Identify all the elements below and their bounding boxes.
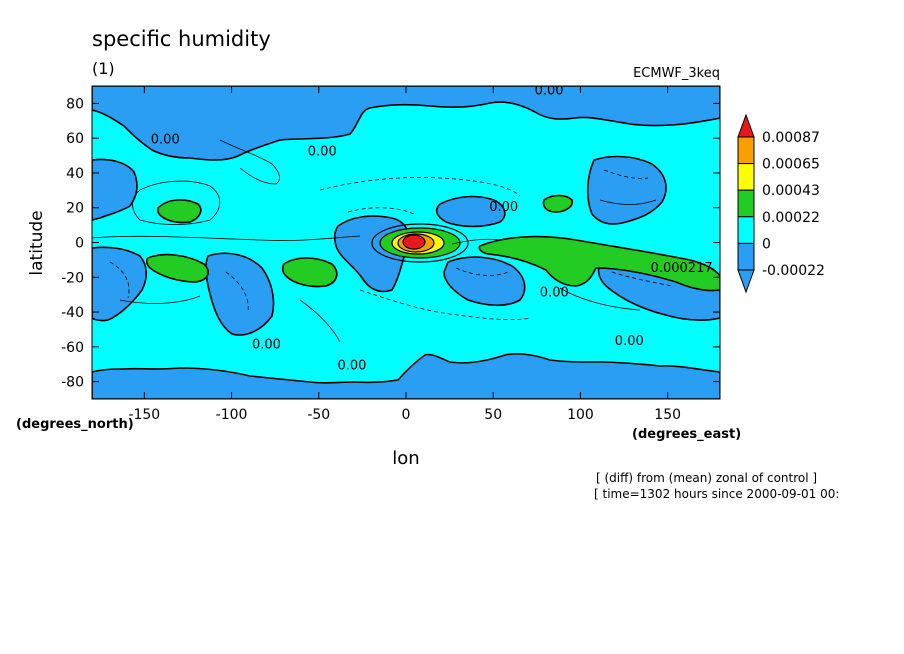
contour-line bbox=[119, 295, 201, 304]
colorbar-segment bbox=[737, 216, 755, 244]
y-axis: 80 60 40 20 0 -20 -40 -60 -80 bbox=[61, 96, 720, 391]
region-pacific-south bbox=[205, 252, 275, 336]
x-tick-label: -100 bbox=[216, 407, 248, 423]
plot-area: 0.00 0.00 0.00 0.00 0.00 0.00 0.00 0.00 0.000217 bbox=[92, 84, 720, 399]
negative-regions bbox=[92, 86, 720, 399]
y-tick-label: 0 bbox=[75, 236, 84, 252]
dashed-contours bbox=[109, 169, 673, 321]
contour-label: 0.00 bbox=[489, 200, 518, 215]
colorbar-label: -0.00022 bbox=[762, 263, 825, 279]
contour-dashed bbox=[109, 261, 130, 299]
region-green-pacific-band bbox=[478, 235, 720, 292]
y-tick-label: -60 bbox=[61, 340, 84, 356]
y-unit-label: (degrees_north) bbox=[16, 417, 134, 432]
contour-line bbox=[451, 238, 501, 245]
chart-subtitle: (1) bbox=[92, 59, 115, 78]
x-axis-title: lon bbox=[392, 448, 419, 469]
model-label: ECMWF_3keq bbox=[633, 66, 720, 81]
thin-contours bbox=[92, 139, 657, 343]
tropical-maximum bbox=[371, 223, 469, 263]
contour-line bbox=[219, 139, 280, 185]
contour-label: 0.00 bbox=[615, 334, 644, 349]
colorbar-label: 0.00087 bbox=[762, 130, 820, 146]
x-tick-label: 100 bbox=[567, 407, 594, 423]
contour-label: 0.00 bbox=[252, 338, 281, 353]
contour-dashed bbox=[359, 289, 531, 321]
contour-label: 0.00 bbox=[337, 358, 366, 373]
colorbar-label: 0.00022 bbox=[762, 210, 820, 226]
region-antarctic-band bbox=[92, 353, 720, 399]
x-tick-label: -150 bbox=[128, 407, 160, 423]
contour-dashed bbox=[319, 177, 521, 197]
contour-line bbox=[559, 287, 641, 311]
green-regions bbox=[145, 194, 720, 292]
contour-dashed bbox=[225, 271, 249, 313]
contour-label: 0.00 bbox=[535, 84, 564, 99]
contour-dashed bbox=[603, 169, 649, 179]
y-tick-label: -80 bbox=[61, 375, 84, 391]
colorbar-segment bbox=[737, 136, 755, 165]
x-unit-label: (degrees_east) bbox=[632, 427, 741, 442]
contour-line bbox=[132, 180, 221, 225]
colorbar-label: 0.00043 bbox=[762, 183, 820, 199]
colorbar-label: 0.00065 bbox=[762, 157, 820, 173]
y-tick-label: 60 bbox=[66, 131, 84, 147]
x-tick-label: 150 bbox=[654, 407, 681, 423]
contour-label: 0.00 bbox=[308, 145, 337, 160]
colorbar-segment bbox=[737, 242, 755, 271]
contour-labels: 0.00 0.00 0.00 0.00 0.00 0.00 0.00 0.00 0.000217 bbox=[151, 84, 713, 373]
y-tick-label: -20 bbox=[61, 270, 84, 286]
annotation-line-1: [ (diff) from (mean) zonal of control ] bbox=[596, 471, 817, 485]
max-level-4 bbox=[402, 234, 426, 250]
contour-label: 0.000217 bbox=[651, 261, 713, 276]
x-tick-label: 0 bbox=[402, 407, 411, 423]
contour-label: 0.00 bbox=[540, 285, 569, 300]
x-axis: -150 -100 -50 0 50 100 150 bbox=[128, 86, 681, 423]
y-tick-label: 80 bbox=[66, 96, 84, 112]
y-tick-label: 40 bbox=[66, 166, 84, 182]
colorbar-segment bbox=[737, 189, 755, 218]
contour-label: 0.00 bbox=[151, 132, 180, 147]
colorbar: 0.00087 0.00065 0.00043 0.00022 0 -0.00022 bbox=[737, 113, 825, 294]
region-north-atlantic bbox=[435, 195, 506, 228]
colorbar-label: 0 bbox=[762, 236, 771, 252]
y-tick-label: -40 bbox=[61, 305, 84, 321]
contour-line bbox=[599, 199, 657, 205]
x-tick-label: -50 bbox=[307, 407, 330, 423]
contour-dashed bbox=[611, 271, 673, 287]
region-arctic-band bbox=[92, 86, 720, 161]
region-green-north-india bbox=[542, 194, 574, 213]
y-axis-title: latitude bbox=[27, 210, 47, 275]
region-green-west-tropics bbox=[145, 253, 209, 283]
max-contour-extra bbox=[371, 223, 469, 263]
contour-dashed bbox=[455, 267, 509, 276]
region-green-north-pacific bbox=[157, 199, 202, 224]
region-west-tropics bbox=[92, 246, 148, 322]
y-tick-label: 20 bbox=[66, 201, 84, 217]
x-tick-label: 50 bbox=[484, 407, 502, 423]
colorbar-bottom-triangle bbox=[737, 269, 755, 294]
annotation-line-2: [ time=1302 hours since 2000-09-01 00: bbox=[594, 487, 839, 501]
colorbar-top-triangle bbox=[737, 113, 755, 138]
colorbar-segment bbox=[737, 163, 755, 191]
region-indian-south bbox=[443, 256, 526, 307]
region-green-atlantic bbox=[281, 257, 338, 288]
contour-line bbox=[299, 299, 341, 343]
contour-line bbox=[92, 235, 361, 241]
chart-title: specific humidity bbox=[92, 27, 271, 51]
region-asia-east bbox=[586, 155, 667, 225]
